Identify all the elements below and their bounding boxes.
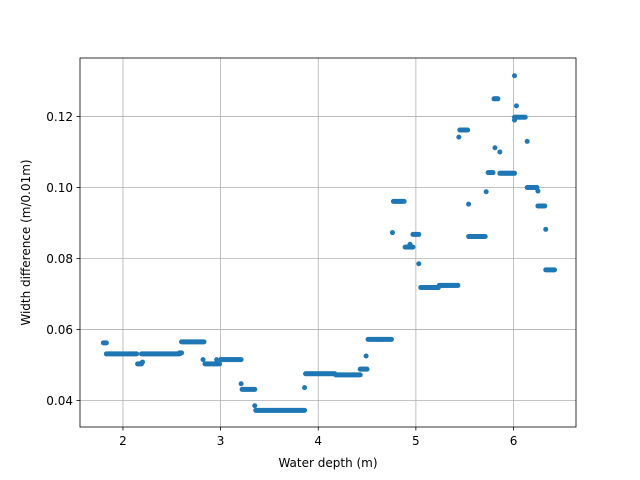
y-tick-label: 0.12 <box>46 110 73 124</box>
x-tick-label: 5 <box>412 434 420 448</box>
data-point <box>483 189 489 195</box>
data-point <box>511 73 517 79</box>
data-point <box>238 381 244 387</box>
data-point <box>401 198 407 204</box>
x-tick-label: 2 <box>119 434 127 448</box>
data-point <box>139 359 145 365</box>
data-point <box>513 103 519 109</box>
data-point <box>543 226 549 232</box>
data-point <box>416 231 422 237</box>
data-point <box>252 403 258 409</box>
data-point <box>217 361 223 367</box>
grid-lines <box>80 58 576 427</box>
data-point <box>511 170 517 176</box>
x-axis: 2 3 4 5 6 <box>119 427 517 448</box>
data-point <box>302 385 308 391</box>
data-point <box>524 138 530 144</box>
data-point <box>455 282 461 288</box>
data-point <box>200 357 206 363</box>
x-tick-label: 3 <box>217 434 225 448</box>
data-point <box>302 407 308 413</box>
data-point <box>535 188 541 194</box>
data-point <box>497 149 503 155</box>
data-point <box>456 134 462 140</box>
y-tick-label: 0.04 <box>46 394 73 408</box>
data-points <box>100 73 558 413</box>
data-point <box>364 366 370 372</box>
data-point <box>388 336 394 342</box>
data-point <box>252 386 258 392</box>
x-tick-label: 6 <box>510 434 518 448</box>
data-point <box>465 127 471 133</box>
data-point <box>103 340 109 346</box>
plot-frame <box>79 57 577 428</box>
data-point <box>482 233 488 239</box>
data-point <box>363 353 369 359</box>
data-point <box>492 145 498 151</box>
data-point <box>511 117 517 123</box>
y-axis: 0.04 0.06 0.08 0.10 0.12 <box>46 110 80 408</box>
data-point <box>201 339 207 345</box>
data-point <box>357 372 363 378</box>
data-point <box>522 114 528 120</box>
data-point <box>389 230 395 236</box>
data-point <box>179 350 185 356</box>
data-point <box>466 201 472 207</box>
data-point <box>542 203 548 209</box>
data-point <box>214 357 220 363</box>
data-point <box>495 96 501 102</box>
data-point <box>407 241 413 247</box>
y-tick-label: 0.06 <box>46 323 73 337</box>
data-point <box>134 351 140 357</box>
y-tick-label: 0.10 <box>46 181 73 195</box>
data-point <box>416 261 422 267</box>
y-axis-label: Width difference (m/0.01m) <box>19 159 33 325</box>
x-axis-label: Water depth (m) <box>278 456 377 470</box>
data-point <box>238 357 244 363</box>
x-tick-label: 4 <box>314 434 322 448</box>
data-point <box>552 267 558 273</box>
y-tick-label: 0.08 <box>46 252 73 266</box>
data-point <box>490 170 496 176</box>
